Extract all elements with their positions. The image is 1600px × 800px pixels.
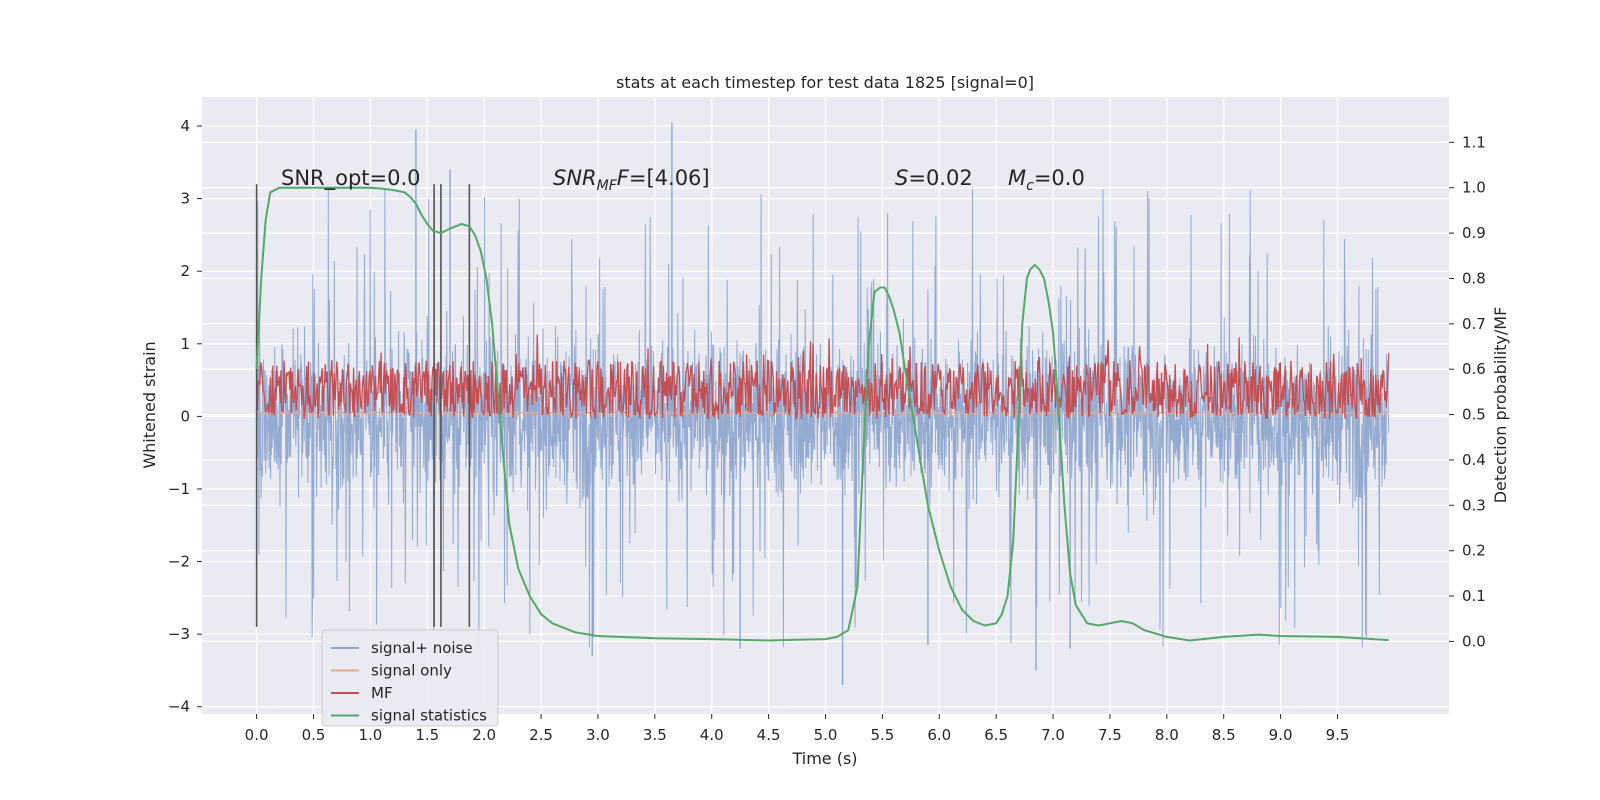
annotation-snr-mf: SNRMFF=[4.06] xyxy=(553,166,710,194)
y2-tick-label: 0.4 xyxy=(1462,451,1486,469)
y-tick-label: −2 xyxy=(168,553,190,571)
x-tick-label: 7.0 xyxy=(1041,726,1065,744)
x-tick-label: 1.0 xyxy=(358,726,382,744)
x-tick-label: 0.0 xyxy=(245,726,269,744)
legend-label: signal+ noise xyxy=(371,639,473,657)
y-tick-label: 2 xyxy=(180,262,190,280)
annotation-s: S=0.02 xyxy=(895,166,973,190)
x-tick-label: 8.5 xyxy=(1212,726,1236,744)
y2-tick-label: 0.3 xyxy=(1462,496,1486,514)
x-tick-label: 4.0 xyxy=(700,726,724,744)
x-tick-label: 4.5 xyxy=(757,726,781,744)
x-axis-label: Time (s) xyxy=(791,749,857,768)
y2-tick-label: 0.6 xyxy=(1462,360,1486,378)
annotation-mc: Mc=0.0 xyxy=(1008,166,1085,194)
signal-statistics-series xyxy=(255,186,1389,642)
x-tick-label: 2.0 xyxy=(472,726,496,744)
x-tick-label: 7.5 xyxy=(1098,726,1122,744)
x-tick-label: 5.5 xyxy=(870,726,894,744)
legend-label: MF xyxy=(371,684,393,702)
legend-box xyxy=(321,629,499,727)
y2-tick-label: 0.7 xyxy=(1462,315,1486,333)
y-tick-label: −3 xyxy=(168,625,190,643)
annotation-snr-opt: SNR_opt=0.0 xyxy=(281,166,421,191)
y-tick-label: 4 xyxy=(180,117,190,135)
x-tick-label: 8.0 xyxy=(1155,726,1179,744)
y2-tick-label: 0.8 xyxy=(1462,269,1486,287)
y2-axis-label: Detection probability/MF xyxy=(1491,307,1510,504)
x-tick-label: 2.5 xyxy=(529,726,553,744)
y-axis-label: Whitened strain xyxy=(140,341,159,468)
x-tick-label: 1.5 xyxy=(415,726,439,744)
y-tick-label: −4 xyxy=(168,698,190,716)
mf-line xyxy=(255,334,1390,421)
chart-title: stats at each timestep for test data 182… xyxy=(616,73,1034,92)
y2-tick-label: 0.5 xyxy=(1462,406,1486,424)
y2-tick-label: 0.9 xyxy=(1462,224,1486,242)
y2-tick-label: 0.0 xyxy=(1462,632,1486,650)
y-tick-label: 3 xyxy=(180,190,190,208)
x-tick-label: 0.5 xyxy=(302,726,326,744)
vertical-markers xyxy=(255,184,471,627)
legend-label: signal statistics xyxy=(371,707,487,725)
y2-tick-label: 1.1 xyxy=(1462,133,1486,151)
mf-series xyxy=(255,334,1390,421)
y-tick-label: 0 xyxy=(180,407,190,425)
x-tick-label: 3.5 xyxy=(643,726,667,744)
x-tick-label: 9.0 xyxy=(1269,726,1293,744)
x-tick-label: 3.0 xyxy=(586,726,610,744)
x-tick-label: 6.5 xyxy=(984,726,1008,744)
y2-tick-label: 0.2 xyxy=(1462,542,1486,560)
y-tick-label: −1 xyxy=(168,480,190,498)
axes: 0.0 0.5 1.0 1.5 2.0 2.5 3.0 3.5 4.0 4.5 5.0 5.5 6.0 6… xyxy=(168,117,1486,744)
legend: signal+ noise signal only MF signal statist… xyxy=(321,629,499,727)
x-tick-label: 6.0 xyxy=(927,726,951,744)
y2-tick-label: 1.0 xyxy=(1462,179,1486,197)
x-tick-label: 9.5 xyxy=(1326,726,1350,744)
signal-statistics-line xyxy=(255,186,1389,642)
y2-tick-label: 0.1 xyxy=(1462,587,1486,605)
legend-label: signal only xyxy=(371,662,452,680)
y-tick-label: 1 xyxy=(180,335,190,353)
x-tick-label: 5.0 xyxy=(814,726,838,744)
